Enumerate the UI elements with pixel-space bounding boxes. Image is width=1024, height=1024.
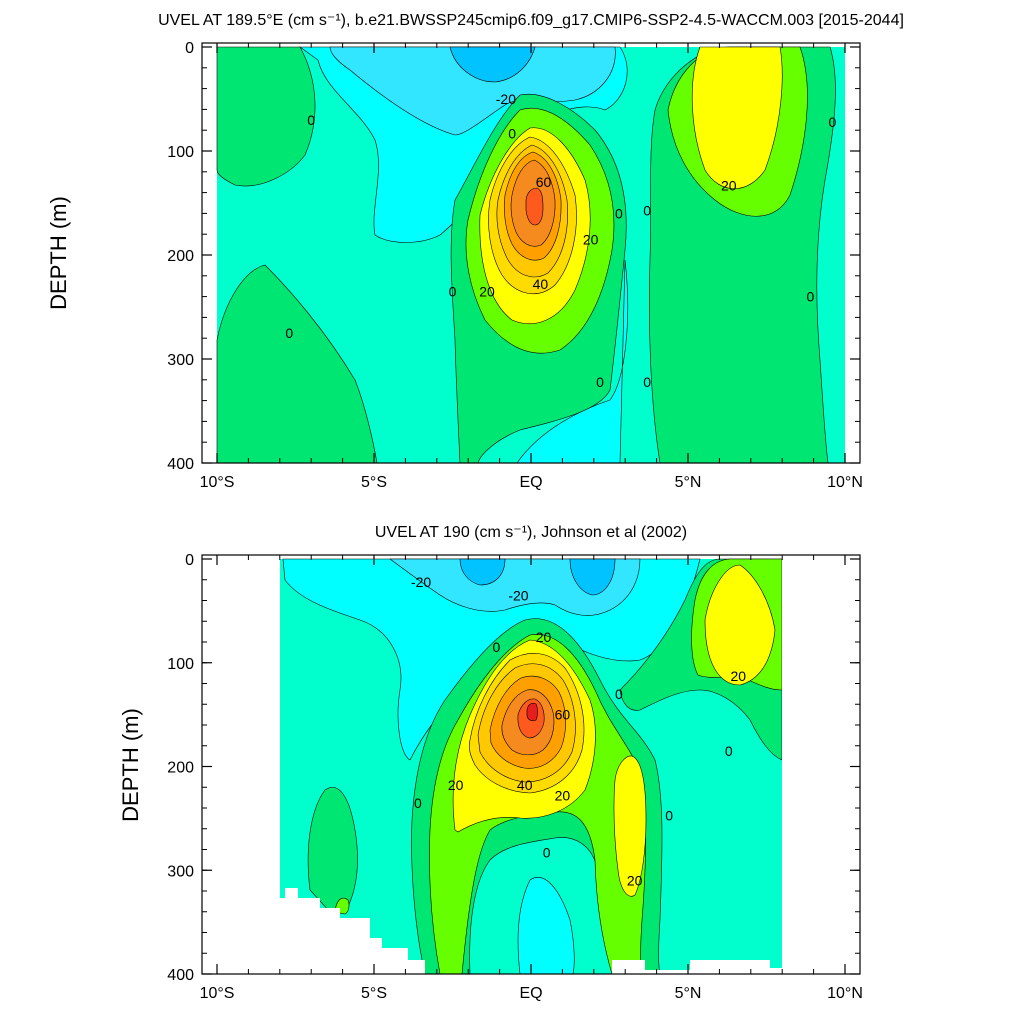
bottom-region-sec-min-west <box>459 558 506 586</box>
bottom-no-data-mask <box>217 559 845 974</box>
contour-label: 0 <box>596 374 604 390</box>
bottom-region-sec-min-east <box>569 558 616 596</box>
bottom-contour-field <box>217 558 845 974</box>
bottom-region-euc-max <box>526 702 538 722</box>
contour-label: -20 <box>508 587 528 603</box>
top-panel: UVEL AT 189.5°E (cm s⁻¹), b.e21.BWSSP245… <box>46 12 904 491</box>
bottom-x-tick-label: 10°N <box>827 985 863 1002</box>
contour-label: 20 <box>448 777 464 793</box>
top-contour-labels: 0 0 -20 0 60 20 0 0 0 20 40 0 0 20 0 0 <box>285 91 836 390</box>
bottom-y-tick-label: 300 <box>167 863 194 880</box>
contour-label: 20 <box>627 873 643 889</box>
contour-label: 0 <box>543 845 551 861</box>
bottom-y-tick-label: 200 <box>167 760 194 777</box>
bottom-y-tick-label: 100 <box>167 656 194 673</box>
bottom-region-west-positive-0 <box>307 787 358 913</box>
top-region-sec-minimum <box>449 46 536 83</box>
contour-label: 40 <box>533 276 549 292</box>
bottom-x-tick-label: 5°S <box>361 985 387 1002</box>
contour-label: 0 <box>493 639 501 655</box>
contour-label: 0 <box>615 686 623 702</box>
bottom-y-tick-label: 0 <box>185 552 194 569</box>
top-y-axis-label: DEPTH (m) <box>46 196 71 310</box>
contour-label: -20 <box>496 91 516 107</box>
contour-label: 0 <box>643 202 651 218</box>
top-region-euc-70 <box>525 187 544 226</box>
bottom-x-tick-label: 5°N <box>675 985 702 1002</box>
contour-label: 20 <box>536 629 552 645</box>
contour-label: 0 <box>307 112 315 128</box>
contour-label: 20 <box>583 231 599 247</box>
contour-label: 20 <box>721 177 737 193</box>
top-contour-field <box>216 46 845 463</box>
contour-label: 0 <box>508 125 516 141</box>
top-y-tick-label: 100 <box>167 144 194 161</box>
top-region-west-surface-positive <box>216 46 316 187</box>
contour-label: 0 <box>449 283 457 299</box>
contour-label: 0 <box>414 795 422 811</box>
top-x-tick-label: 5°S <box>361 474 387 491</box>
bottom-region-deep-negative <box>517 877 575 974</box>
top-region-sec-core <box>329 46 616 136</box>
top-y-tick-label: 0 <box>185 40 194 57</box>
top-y-tick-label: 400 <box>167 456 194 473</box>
contour-label: 60 <box>555 707 571 723</box>
bottom-region-jet-20 <box>613 755 647 897</box>
top-region-deep-negative <box>516 259 628 463</box>
contour-label: -20 <box>411 574 431 590</box>
contour-label: 0 <box>829 114 837 130</box>
contour-label: 0 <box>807 289 815 305</box>
bottom-y-tick-label: 400 <box>167 967 194 984</box>
top-region-west-deep-positive <box>216 264 378 463</box>
contour-label: 60 <box>536 174 552 190</box>
bottom-region-necc-20 <box>704 564 776 686</box>
contour-label: 40 <box>517 777 533 793</box>
top-x-tick-label: 10°S <box>200 474 235 491</box>
contour-label: 0 <box>615 205 623 221</box>
contour-label: 0 <box>643 374 651 390</box>
contour-label: 0 <box>725 743 733 759</box>
bottom-panel: UVEL AT 190 (cm s⁻¹), Johnson et al (200… <box>118 524 863 1002</box>
bottom-x-tick-label: 10°S <box>200 985 235 1002</box>
contour-label: 20 <box>479 283 495 299</box>
bottom-x-tick-label: EQ <box>519 985 542 1002</box>
contour-label: 20 <box>730 668 746 684</box>
contour-label: 0 <box>285 325 293 341</box>
top-x-tick-label: 10°N <box>827 474 863 491</box>
bottom-contour-labels: -20 -20 20 0 60 0 20 0 20 40 20 0 0 0 20 <box>411 574 746 889</box>
contour-label: 0 <box>665 807 673 823</box>
bottom-y-axis-label: DEPTH (m) <box>118 708 143 822</box>
bottom-panel-title: UVEL AT 190 (cm s⁻¹), Johnson et al (200… <box>375 524 687 541</box>
top-y-tick-label: 300 <box>167 352 194 369</box>
top-y-tick-label: 200 <box>167 248 194 265</box>
contour-label: 20 <box>555 788 571 804</box>
top-region-necc-20 <box>691 46 783 190</box>
top-panel-title: UVEL AT 189.5°E (cm s⁻¹), b.e21.BWSSP245… <box>158 12 904 29</box>
top-x-tick-label: EQ <box>519 474 542 491</box>
top-x-tick-label: 5°N <box>675 474 702 491</box>
